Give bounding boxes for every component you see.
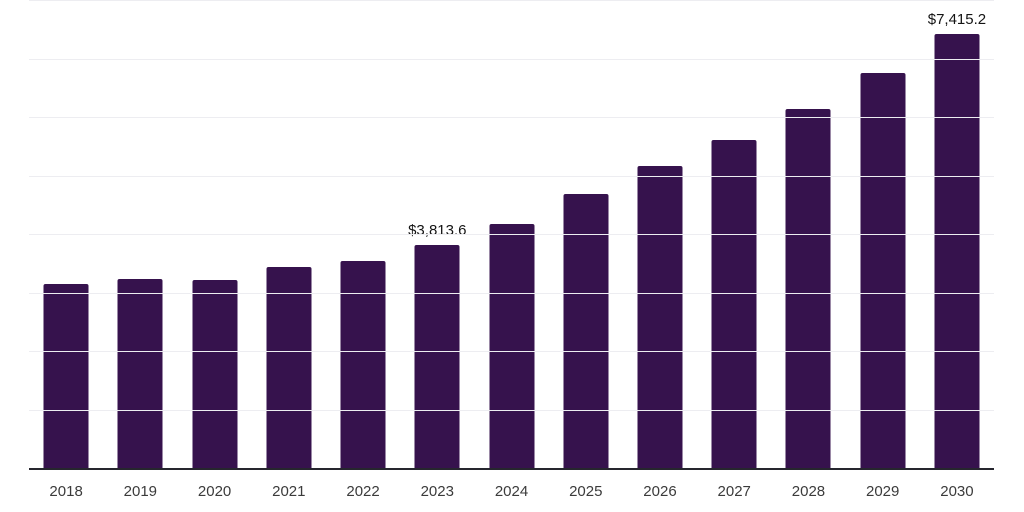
bar-slot-2020 bbox=[177, 2, 251, 468]
bar-2027 bbox=[711, 140, 757, 468]
x-axis-tick-labels: 2018 2019 2020 2021 2022 2023 2024 2025 2026 2027… bbox=[29, 484, 994, 499]
x-tick-2028: 2028 bbox=[791, 483, 826, 500]
x-tick-2030: 2030 bbox=[940, 483, 974, 500]
bar-slot-2023: $3,813.6 bbox=[400, 2, 474, 468]
x-tick-2029: 2029 bbox=[866, 483, 900, 500]
bar-slot-2021 bbox=[252, 2, 326, 468]
bar-slot-2028 bbox=[771, 2, 845, 468]
gridline-5000 bbox=[29, 175, 994, 177]
bar-2026 bbox=[637, 166, 683, 468]
x-tick-2021: 2021 bbox=[272, 483, 306, 500]
gridline-6000 bbox=[29, 117, 994, 118]
bar-2022 bbox=[340, 260, 386, 468]
data-label-2030: $7,415.2 bbox=[927, 11, 987, 29]
x-tick-2024: 2024 bbox=[494, 483, 529, 500]
bar-slot-2027 bbox=[697, 2, 771, 468]
x-tick-2027: 2027 bbox=[717, 483, 751, 500]
x-tick-2025: 2025 bbox=[569, 483, 603, 500]
bar-slot-2018 bbox=[29, 2, 103, 468]
bar-2023 bbox=[414, 244, 460, 468]
bar-2028 bbox=[785, 109, 831, 468]
bar-2018 bbox=[43, 284, 89, 468]
bar-slot-2030: $7,415.2 bbox=[920, 2, 994, 468]
bar-slot-2026 bbox=[623, 2, 697, 468]
gridline-4000 bbox=[29, 234, 994, 235]
bar-slot-2029 bbox=[846, 2, 920, 468]
plot-area: $3,813.6 $7,415.2 bbox=[29, 0, 994, 470]
x-tick-2026: 2026 bbox=[643, 483, 677, 500]
x-tick-2018: 2018 bbox=[49, 483, 83, 500]
bar-2024 bbox=[489, 224, 535, 468]
gridline-7000 bbox=[29, 58, 994, 60]
gridline-2000 bbox=[29, 351, 994, 352]
bar-slot-2024 bbox=[474, 2, 548, 468]
data-label-2023: $3,813.6 bbox=[408, 221, 467, 239]
bar-2025 bbox=[563, 193, 609, 468]
gridline-8000 bbox=[29, 0, 994, 1]
bar-2021 bbox=[266, 267, 312, 468]
bar-2019 bbox=[117, 279, 163, 468]
bar-2030 bbox=[934, 34, 980, 468]
x-tick-2022: 2022 bbox=[346, 483, 380, 500]
bar-2020 bbox=[192, 279, 238, 468]
x-tick-2020: 2020 bbox=[197, 483, 232, 500]
bar-series: $3,813.6 $7,415.2 bbox=[29, 2, 994, 468]
gridline-3000 bbox=[29, 292, 994, 294]
bar-slot-2022 bbox=[326, 2, 400, 468]
bar-2029 bbox=[860, 73, 906, 468]
x-tick-2023: 2023 bbox=[420, 483, 454, 500]
gridline-1000 bbox=[29, 409, 994, 411]
bar-slot-2019 bbox=[103, 2, 177, 468]
x-tick-2019: 2019 bbox=[123, 483, 158, 500]
bar-slot-2025 bbox=[549, 2, 623, 468]
